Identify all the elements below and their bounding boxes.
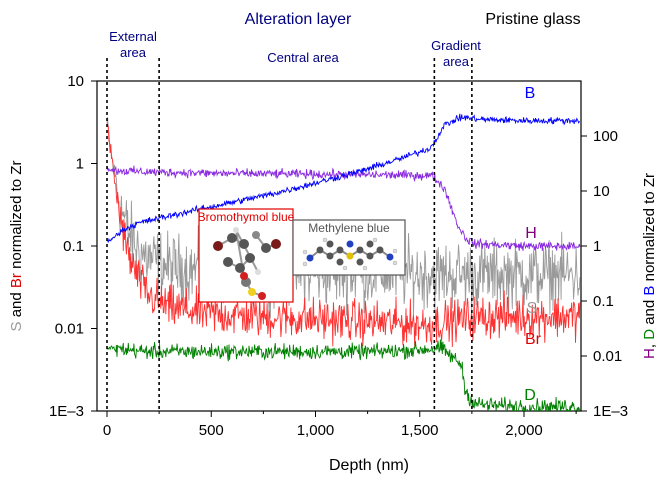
atom (356, 246, 364, 254)
x-tick-label: 500 (199, 422, 224, 439)
atom (239, 239, 249, 249)
atom (261, 243, 271, 253)
inset-caption: Bromothymol blue (198, 210, 295, 224)
bromothymol-molecule-icon (213, 227, 281, 300)
atom (322, 237, 328, 243)
left-axis-label-part: and (8, 288, 25, 321)
atom (372, 237, 378, 243)
series-d-line (106, 339, 581, 411)
atom (392, 248, 398, 254)
atom (346, 252, 354, 260)
left-tick-label: 1E–3 (49, 403, 84, 420)
atom (392, 260, 398, 266)
atom (252, 231, 260, 239)
left-axis-label: S and Br normalized to Zr (8, 161, 25, 332)
region-sublabel: External (109, 29, 157, 44)
right-axis-label-part: , (641, 340, 658, 348)
atom (356, 258, 364, 266)
series-label-br: Br (525, 331, 542, 348)
series-br-line (106, 123, 581, 349)
atom (223, 257, 233, 267)
series-label-d: D (524, 387, 536, 404)
atom (302, 249, 308, 255)
right-axis-label: H, D and B normalized to Zr (641, 173, 658, 359)
left-tick-label: 1 (76, 156, 84, 173)
x-tick-label: 2,000 (505, 422, 543, 439)
left-tick-label: 0.1 (63, 238, 84, 255)
series-h-line (106, 165, 581, 252)
atom (346, 240, 354, 248)
atom (386, 253, 394, 261)
atom (233, 227, 239, 233)
atom (326, 240, 334, 248)
series-label-h: H (525, 225, 537, 242)
inset-caption: Methylene blue (308, 221, 390, 235)
region-title: Alteration layer (245, 11, 352, 28)
atom (255, 269, 261, 275)
x-tick-label: 0 (103, 422, 111, 439)
right-tick-label: 1E–3 (593, 403, 628, 420)
left-axis-label-part: Br (8, 273, 25, 288)
atom (248, 288, 256, 296)
atom (302, 261, 308, 267)
right-tick-label: 1 (593, 238, 601, 255)
inset-box (292, 219, 406, 276)
atom (227, 233, 237, 243)
left-axis-label-part: normalized to Zr (8, 161, 25, 274)
atom (213, 241, 223, 251)
right-axis-label-part: H (641, 348, 658, 359)
left-tick-label: 10 (67, 73, 84, 90)
atom (316, 246, 324, 254)
series-group (106, 113, 581, 411)
atom (366, 240, 374, 248)
left-tick-label: 0.01 (55, 321, 84, 338)
atom (271, 239, 281, 249)
atom (245, 253, 255, 263)
region-sublabel: area (443, 54, 470, 69)
series-label-s: S (527, 300, 538, 317)
atom (362, 265, 368, 271)
series-s-line (106, 117, 581, 319)
region-sublabel: area (120, 45, 147, 60)
series-label-b: B (525, 85, 536, 102)
series-b-line (106, 113, 581, 244)
atom (235, 263, 245, 273)
x-axis-label: Depth (nm) (329, 457, 409, 474)
atom (376, 246, 384, 254)
right-tick-label: 10 (593, 183, 610, 200)
region-title: Pristine glass (485, 11, 580, 28)
x-tick-label: 1,500 (401, 422, 439, 439)
region-sublabel: Central area (267, 50, 339, 65)
region-sublabel: Gradient (431, 38, 481, 53)
right-axis-label-part: D (641, 329, 658, 340)
right-axis-label-part: normalized to Zr (641, 173, 658, 286)
bond (235, 229, 259, 273)
methylene-blue-molecule-icon (302, 237, 398, 271)
right-axis-label-part: and (641, 296, 658, 329)
right-tick-label: 0.01 (593, 348, 622, 365)
x-tick-label: 1,000 (297, 422, 335, 439)
right-axis-label-part: B (641, 286, 658, 296)
right-tick-label: 100 (593, 128, 618, 145)
atom (366, 252, 374, 260)
atom (306, 254, 314, 262)
atom (240, 272, 248, 280)
atom (326, 252, 334, 260)
atom (336, 258, 344, 266)
left-axis-label-part: S (8, 321, 25, 331)
right-tick-label: 0.1 (593, 293, 614, 310)
atom (336, 246, 344, 254)
atom (342, 265, 348, 271)
atom (258, 292, 266, 300)
